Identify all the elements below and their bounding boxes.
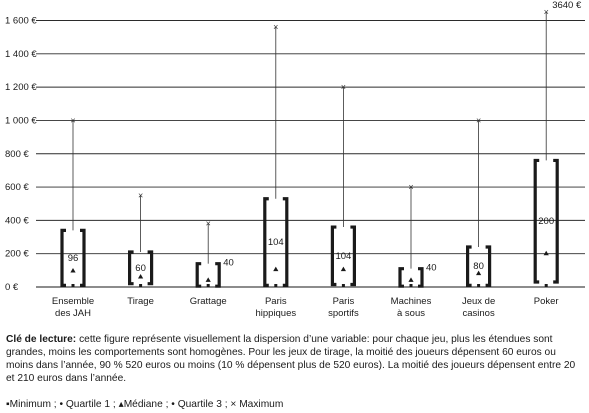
x-tick-label: sportifs — [328, 308, 359, 319]
max-marker: × — [273, 22, 278, 32]
median-marker — [273, 266, 279, 272]
box-left-bracket — [533, 158, 540, 284]
y-tick-label: 1 600 € — [5, 16, 37, 27]
max-marker: × — [206, 219, 211, 229]
y-tick-label: 400 € — [5, 215, 29, 226]
median-marker — [543, 250, 549, 256]
y-tick-label: 0 € — [5, 282, 19, 293]
box-0: × 96 — [60, 115, 86, 287]
max-marker: × — [544, 7, 549, 17]
x-tick-label: Paris — [265, 296, 287, 307]
legend-maximum-icon: × — [230, 399, 237, 410]
y-tick-label: 200 € — [5, 249, 29, 260]
max-value-label: 3640 € — [552, 0, 582, 11]
median-marker — [408, 277, 414, 282]
box-right-bracket — [282, 197, 289, 287]
median-value-label: 60 — [135, 263, 146, 274]
reading-key-note: Clé de lecture: cette figure représente … — [6, 333, 581, 385]
box-left-bracket — [128, 250, 134, 286]
x-tick-label: Tirage — [127, 296, 154, 307]
box-left-bracket — [330, 225, 337, 287]
box-4: × 104 — [330, 82, 356, 287]
max-marker: × — [70, 115, 75, 125]
median-marker — [476, 270, 482, 276]
median-value-label: 40 — [223, 258, 234, 269]
legend-q3-label: Quartile 3 ; — [177, 399, 228, 410]
x-tick-label: Paris — [333, 296, 355, 307]
median-marker — [138, 274, 144, 279]
x-tick-label: à sous — [397, 308, 425, 319]
box-right-bracket — [215, 262, 221, 288]
median-marker — [205, 277, 211, 282]
median-value-label: 80 — [473, 261, 484, 272]
x-tick-label: Machines — [391, 296, 432, 307]
legend-q1-label: Quartile 1 ; — [65, 399, 116, 410]
box-right-bracket — [147, 250, 154, 286]
box-5: × 40 — [398, 182, 437, 288]
min-marker — [274, 284, 278, 287]
x-tick-label: Jeux de — [462, 296, 495, 307]
box-series: ×96×60×40×104×104×40×80×3640 €200 — [60, 0, 582, 288]
box-left-bracket — [195, 262, 202, 288]
box-right-bracket — [418, 267, 424, 288]
x-tick-label: Ensemble — [52, 296, 94, 307]
box-right-bracket — [553, 158, 559, 284]
reading-key-title: Clé de lecture: — [6, 334, 77, 345]
gridlines — [36, 20, 585, 288]
box-6: × 80 — [466, 115, 492, 287]
box-2: × 40 — [195, 219, 234, 288]
legend-minimum-icon: ▪ — [6, 399, 10, 410]
box-1: × 60 — [128, 190, 154, 287]
max-marker: × — [476, 115, 481, 125]
max-marker: × — [341, 82, 346, 92]
box-3: × 104 — [263, 22, 289, 287]
legend-q3-icon: • — [171, 399, 175, 410]
y-tick-label: 1 200 € — [5, 82, 37, 93]
legend-median-label: Médiane ; — [123, 399, 169, 410]
y-tick-label: 1 400 € — [5, 49, 37, 60]
legend-maximum-label: Maximum — [239, 399, 284, 410]
box-left-bracket — [398, 267, 404, 288]
legend: ▪Minimum ; • Quartile 1 ; ▴Médiane ; • Q… — [6, 399, 581, 411]
legend-q1-icon: • — [59, 399, 64, 410]
reading-key-text: cette figure représente visuellement la … — [6, 334, 576, 384]
median-value-label: 104 — [268, 237, 284, 248]
x-tick-label: des JAH — [55, 308, 91, 319]
y-tick-label: 1 000 € — [5, 115, 37, 126]
median-marker — [340, 266, 346, 272]
box-7: ×3640 € 200 — [533, 0, 582, 287]
median-value-label: 96 — [68, 253, 79, 264]
max-marker: × — [408, 182, 413, 192]
y-tick-label: 600 € — [5, 182, 29, 193]
min-marker — [409, 284, 413, 287]
box-right-bracket — [485, 245, 492, 287]
min-marker — [71, 284, 75, 287]
min-marker — [139, 284, 143, 287]
x-tick-label: hippiques — [255, 308, 296, 319]
box-right-bracket — [350, 225, 356, 287]
min-marker — [544, 284, 548, 287]
median-value-label: 40 — [426, 263, 437, 274]
x-tick-label: casinos — [462, 308, 494, 319]
box-plot-chart: 0 € 200 € 400 € 600 € 800 € 1 000 € 1 200 € 1 4… — [5, 0, 585, 319]
median-value-label: 200 — [538, 216, 554, 227]
legend-minimum-label: Minimum ; — [9, 399, 57, 410]
min-marker — [477, 284, 481, 287]
median-marker — [70, 268, 76, 273]
box-left-bracket — [60, 228, 66, 287]
min-marker — [206, 284, 210, 287]
y-axis: 0 € 200 € 400 € 600 € 800 € 1 000 € 1 200 € 1 4… — [5, 16, 37, 294]
box-right-bracket — [80, 228, 86, 287]
min-marker — [341, 284, 345, 287]
box-left-bracket — [263, 197, 269, 287]
x-tick-label: Poker — [534, 296, 559, 307]
y-tick-label: 800 € — [5, 149, 29, 160]
box-left-bracket — [466, 245, 472, 287]
legend-median-icon: ▴ — [118, 399, 124, 410]
x-tick-label: Grattage — [190, 296, 227, 307]
max-marker: × — [138, 190, 143, 200]
median-value-label: 104 — [335, 251, 351, 262]
